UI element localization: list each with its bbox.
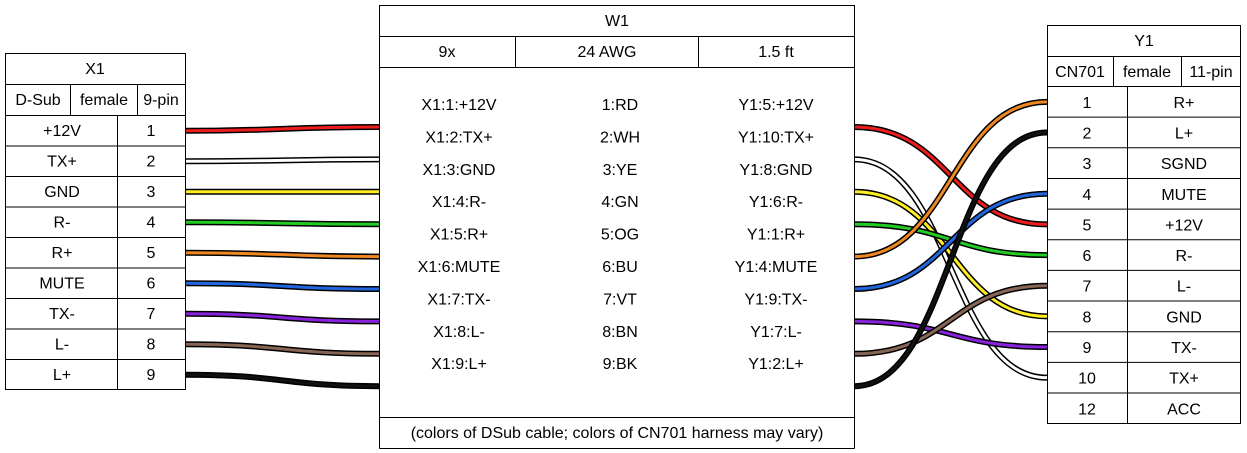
wire-from-label: X1:5:R+ <box>430 227 488 244</box>
wire-color-label: 7:VT <box>603 291 637 308</box>
wire-from-label: X1:3:GND <box>423 162 496 179</box>
wire-2 <box>184 156 1048 381</box>
y1-pin-label: L+ <box>1175 125 1193 142</box>
wire-to-label: Y1:4:MUTE <box>735 259 818 276</box>
wire-to-label: Y1:1:R+ <box>747 227 805 244</box>
wire-color-label: 6:BU <box>602 259 638 276</box>
wire-from-label: X1:4:R- <box>432 194 486 211</box>
connector-y1 <box>1047 25 1241 424</box>
wire-to-label: Y1:8:GND <box>740 162 813 179</box>
x1-pin-number: 8 <box>147 336 156 353</box>
cable-w1-note: (colors of DSub cable; colors of CN701 h… <box>411 425 824 442</box>
y1-pin-number: 7 <box>1083 279 1092 296</box>
y1-pin-label: TX+ <box>1169 371 1199 388</box>
wire-to-label: Y1:7:L- <box>750 324 802 341</box>
x1-pin-number: 5 <box>147 245 156 262</box>
wire-core <box>184 130 1048 388</box>
x1-pin-number: 3 <box>147 184 156 201</box>
y1-pin-label: R+ <box>1174 95 1195 112</box>
x1-pin-label: +12V <box>43 123 81 140</box>
x1-pin-label: R+ <box>52 245 73 262</box>
x1-pin-label: R- <box>54 214 71 231</box>
connector-y1-title: Y1 <box>1134 33 1154 50</box>
x1-pin-number: 2 <box>147 153 156 170</box>
x1-pin-label: GND <box>44 184 80 201</box>
y1-pin-number: 3 <box>1083 156 1092 173</box>
connector-y1-pincount: 11-pin <box>1189 64 1232 81</box>
wire-from-label: X1:2:TX+ <box>425 129 492 146</box>
x1-pin-label: MUTE <box>39 275 84 292</box>
wire-from-label: X1:7:TX- <box>427 291 490 308</box>
wire-from-label: X1:9:L+ <box>431 356 487 373</box>
cable-w1-length: 1.5 ft <box>758 44 794 61</box>
y1-pin-label: R- <box>1176 248 1193 265</box>
wire-from-label: X1:1:+12V <box>421 97 497 114</box>
cable-w1 <box>379 5 855 449</box>
wire-5 <box>184 98 1048 260</box>
wire-to-label: Y1:5:+12V <box>738 97 814 114</box>
x1-pin-label: TX+ <box>47 153 77 170</box>
connector-x1 <box>5 53 186 390</box>
y1-pin-label: MUTE <box>1161 187 1206 204</box>
y1-pin-label: +12V <box>1165 217 1203 234</box>
x1-pin-number: 6 <box>147 275 156 292</box>
wire-color-label: 1:RD <box>602 97 638 114</box>
wire-core <box>184 157 1048 380</box>
y1-pin-number: 1 <box>1083 95 1092 112</box>
wire-to-label: Y1:6:R- <box>749 194 803 211</box>
y1-pin-label: SGND <box>1161 156 1207 173</box>
wire-to-label: Y1:10:TX+ <box>738 129 814 146</box>
wire-3 <box>184 188 1048 320</box>
wire-color-label: 4:GN <box>601 194 638 211</box>
y1-pin-number: 6 <box>1083 248 1092 265</box>
x1-pin-label: TX- <box>49 306 75 323</box>
y1-pin-number: 12 <box>1078 401 1096 418</box>
y1-pin-number: 2 <box>1083 125 1092 142</box>
connector-y1-gender: female <box>1123 64 1171 81</box>
connector-x1-gender: female <box>80 92 128 109</box>
cable-w1-count: 9x <box>439 44 456 61</box>
y1-pin-number: 9 <box>1083 340 1092 357</box>
y1-pin-label: GND <box>1166 309 1202 326</box>
wire-9 <box>184 129 1048 390</box>
y1-pin-number: 4 <box>1083 187 1092 204</box>
wire-from-label: X1:6:MUTE <box>418 259 501 276</box>
wire-color-label: 8:BN <box>602 324 638 341</box>
wire-core <box>184 100 1048 259</box>
wire-color-label: 9:BK <box>603 356 638 373</box>
x1-pin-number: 9 <box>147 367 156 384</box>
y1-pin-label: L- <box>1177 279 1191 296</box>
wire-color-label: 5:OG <box>601 227 639 244</box>
x1-pin-number: 7 <box>147 306 156 323</box>
x1-pin-label: L- <box>55 336 69 353</box>
connector-y1-type: CN701 <box>1055 64 1105 81</box>
y1-pin-number: 5 <box>1083 217 1092 234</box>
x1-pin-number: 4 <box>147 214 156 231</box>
y1-pin-number: 8 <box>1083 309 1092 326</box>
x1-pin-label: L+ <box>53 367 71 384</box>
y1-pin-label: ACC <box>1167 401 1201 418</box>
wire-to-label: Y1:2:L+ <box>748 356 804 373</box>
connector-x1-title: X1 <box>85 61 105 78</box>
wire-core <box>184 190 1048 318</box>
wire-color-label: 2:WH <box>600 129 640 146</box>
y1-pin-label: TX- <box>1171 340 1197 357</box>
wire-to-label: Y1:9:TX- <box>744 291 807 308</box>
connector-x1-type: D-Sub <box>15 92 60 109</box>
wire-from-label: X1:8:L- <box>433 324 485 341</box>
wire-color-label: 3:YE <box>603 162 638 179</box>
cable-w1-title: W1 <box>605 13 629 30</box>
connector-x1-pincount: 9-pin <box>143 92 179 109</box>
cable-w1-gauge: 24 AWG <box>578 44 637 61</box>
y1-pin-number: 10 <box>1078 371 1096 388</box>
x1-pin-number: 1 <box>147 123 156 140</box>
